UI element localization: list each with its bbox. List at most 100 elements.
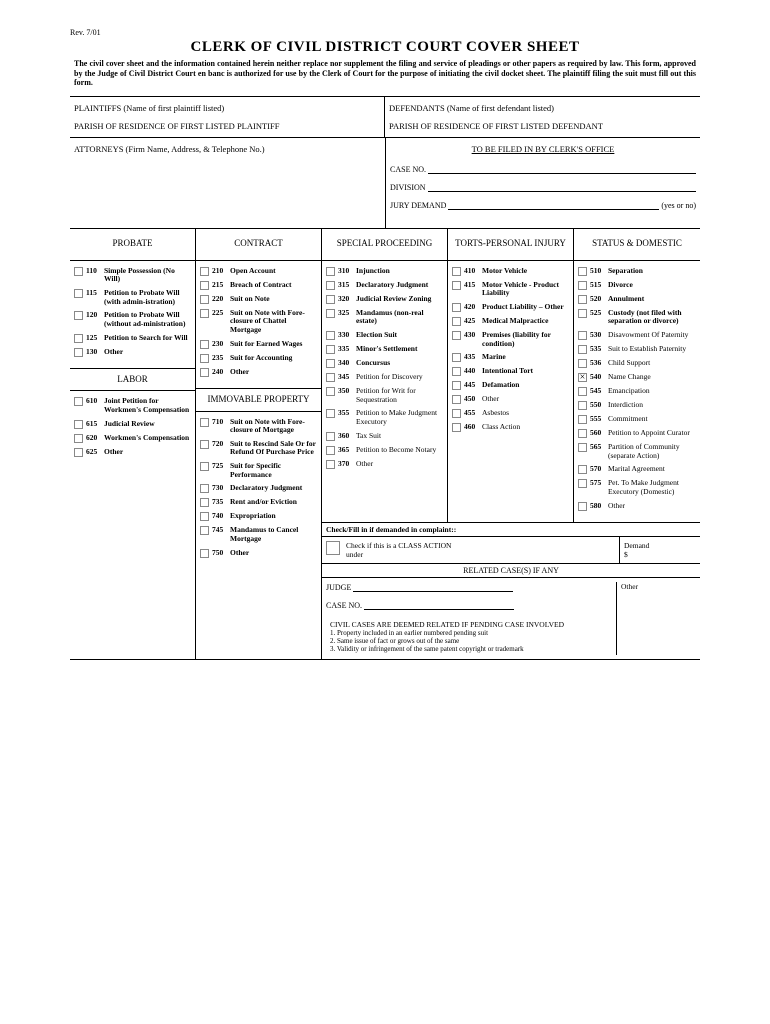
checkbox-536[interactable] xyxy=(578,359,587,368)
checkbox-360[interactable] xyxy=(326,432,335,441)
category-item-575[interactable]: 575Pet. To Make Judgment Executory (Dome… xyxy=(578,479,696,496)
category-item-555[interactable]: 555Commitment xyxy=(578,415,696,424)
category-item-445[interactable]: 445Defamation xyxy=(452,381,569,390)
category-item-435[interactable]: 435Marine xyxy=(452,353,569,362)
category-item-536[interactable]: 536Child Support xyxy=(578,359,696,368)
category-item-230[interactable]: 230Suit for Earned Wages xyxy=(200,340,317,349)
checkbox-130[interactable] xyxy=(74,348,83,357)
category-item-360[interactable]: 360Tax Suit xyxy=(326,432,443,441)
category-item-355[interactable]: 355Petition to Make Judgment Executory xyxy=(326,409,443,426)
category-item-735[interactable]: 735Rent and/or Eviction xyxy=(200,498,317,507)
category-item-580[interactable]: 580Other xyxy=(578,502,696,511)
checkbox-445[interactable] xyxy=(452,381,461,390)
category-item-565[interactable]: 565Partition of Community (separate Acti… xyxy=(578,443,696,460)
checkbox-345[interactable] xyxy=(326,373,335,382)
category-item-560[interactable]: 560Petition to Appoint Curator xyxy=(578,429,696,438)
category-item-710[interactable]: 710Suit on Note with Fore-closure of Mor… xyxy=(200,418,317,435)
category-item-430[interactable]: 430Premises (liability for condition) xyxy=(452,331,569,348)
checkbox-420[interactable] xyxy=(452,303,461,312)
category-item-225[interactable]: 225Suit on Note with Fore-closure of Cha… xyxy=(200,309,317,335)
checkbox-745[interactable] xyxy=(200,526,209,535)
checkbox-215[interactable] xyxy=(200,281,209,290)
checkbox-410[interactable] xyxy=(452,267,461,276)
category-item-310[interactable]: 310Injunction xyxy=(326,267,443,276)
category-item-540[interactable]: 540Name Change xyxy=(578,373,696,382)
category-item-725[interactable]: 725Suit for Specific Performance xyxy=(200,462,317,479)
checkbox-320[interactable] xyxy=(326,295,335,304)
category-item-130[interactable]: 130Other xyxy=(74,348,191,357)
category-item-315[interactable]: 315Declaratory Judgment xyxy=(326,281,443,290)
checkbox-620[interactable] xyxy=(74,434,83,443)
checkbox-450[interactable] xyxy=(452,395,461,404)
category-item-210[interactable]: 210Open Account xyxy=(200,267,317,276)
checkbox-435[interactable] xyxy=(452,353,461,362)
checkbox-525[interactable] xyxy=(578,309,587,318)
category-item-615[interactable]: 615Judicial Review xyxy=(74,420,191,429)
checkbox-545[interactable] xyxy=(578,387,587,396)
case-no-field[interactable]: CASE NO. xyxy=(390,164,696,174)
checkbox-460[interactable] xyxy=(452,423,461,432)
category-item-120[interactable]: 120Petition to Probate Will (without ad-… xyxy=(74,311,191,328)
category-item-720[interactable]: 720Suit to Rescind Sale Or for Refund Of… xyxy=(200,440,317,457)
checkbox-625[interactable] xyxy=(74,448,83,457)
category-item-125[interactable]: 125Petition to Search for Will xyxy=(74,334,191,343)
checkbox-740[interactable] xyxy=(200,512,209,521)
checkbox-370[interactable] xyxy=(326,460,335,469)
category-item-530[interactable]: 530Disavowment Of Paternity xyxy=(578,331,696,340)
category-item-730[interactable]: 730Declaratory Judgment xyxy=(200,484,317,493)
checkbox-580[interactable] xyxy=(578,502,587,511)
checkbox-510[interactable] xyxy=(578,267,587,276)
checkbox-210[interactable] xyxy=(200,267,209,276)
checkbox-750[interactable] xyxy=(200,549,209,558)
jury-demand-field[interactable]: JURY DEMAND(yes or no) xyxy=(390,200,696,210)
other-field[interactable]: Other xyxy=(616,582,696,655)
checkbox-240[interactable] xyxy=(200,368,209,377)
category-item-450[interactable]: 450Other xyxy=(452,395,569,404)
checkbox-515[interactable] xyxy=(578,281,587,290)
checkbox-615[interactable] xyxy=(74,420,83,429)
checkbox-315[interactable] xyxy=(326,281,335,290)
checkbox-125[interactable] xyxy=(74,334,83,343)
category-item-620[interactable]: 620Workmen's Compensation xyxy=(74,434,191,443)
category-item-420[interactable]: 420Product Liability – Other xyxy=(452,303,569,312)
category-item-425[interactable]: 425Medical Malpractice xyxy=(452,317,569,326)
checkbox-365[interactable] xyxy=(326,446,335,455)
category-item-535[interactable]: 535Suit to Establish Paternity xyxy=(578,345,696,354)
category-item-335[interactable]: 335Minor's Settlement xyxy=(326,345,443,354)
category-item-460[interactable]: 460Class Action xyxy=(452,423,569,432)
checkbox-610[interactable] xyxy=(74,397,83,406)
checkbox-720[interactable] xyxy=(200,440,209,449)
checkbox-325[interactable] xyxy=(326,309,335,318)
checkbox-555[interactable] xyxy=(578,415,587,424)
category-item-525[interactable]: 525Custody (not filed with separation or… xyxy=(578,309,696,326)
checkbox-440[interactable] xyxy=(452,367,461,376)
category-item-110[interactable]: 110Simple Possession (No Will) xyxy=(74,267,191,284)
category-item-610[interactable]: 610Joint Petition for Workmen's Compensa… xyxy=(74,397,191,414)
category-item-215[interactable]: 215Breach of Contract xyxy=(200,281,317,290)
checkbox-430[interactable] xyxy=(452,331,461,340)
checkbox-530[interactable] xyxy=(578,331,587,340)
checkbox-355[interactable] xyxy=(326,409,335,418)
category-item-550[interactable]: 550Interdiction xyxy=(578,401,696,410)
checkbox-425[interactable] xyxy=(452,317,461,326)
category-item-340[interactable]: 340Concursus xyxy=(326,359,443,368)
checkbox-235[interactable] xyxy=(200,354,209,363)
category-item-240[interactable]: 240Other xyxy=(200,368,317,377)
checkbox-110[interactable] xyxy=(74,267,83,276)
category-item-325[interactable]: 325Mandamus (non-real estate) xyxy=(326,309,443,326)
category-item-370[interactable]: 370Other xyxy=(326,460,443,469)
checkbox-335[interactable] xyxy=(326,345,335,354)
category-item-415[interactable]: 415Motor Vehicle - Product Liability xyxy=(452,281,569,298)
judge-field[interactable]: JUDGE xyxy=(326,582,616,592)
checkbox-220[interactable] xyxy=(200,295,209,304)
category-item-570[interactable]: 570Marital Agreement xyxy=(578,465,696,474)
related-case-no-field[interactable]: CASE NO. xyxy=(326,600,616,610)
category-item-625[interactable]: 625Other xyxy=(74,448,191,457)
checkbox-730[interactable] xyxy=(200,484,209,493)
category-item-330[interactable]: 330Election Suit xyxy=(326,331,443,340)
category-item-545[interactable]: 545Emancipation xyxy=(578,387,696,396)
checkbox-415[interactable] xyxy=(452,281,461,290)
category-item-455[interactable]: 455Asbestos xyxy=(452,409,569,418)
category-item-345[interactable]: 345Petition for Discovery xyxy=(326,373,443,382)
checkbox-230[interactable] xyxy=(200,340,209,349)
